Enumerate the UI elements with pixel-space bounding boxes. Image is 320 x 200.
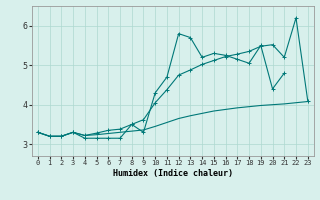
X-axis label: Humidex (Indice chaleur): Humidex (Indice chaleur): [113, 169, 233, 178]
